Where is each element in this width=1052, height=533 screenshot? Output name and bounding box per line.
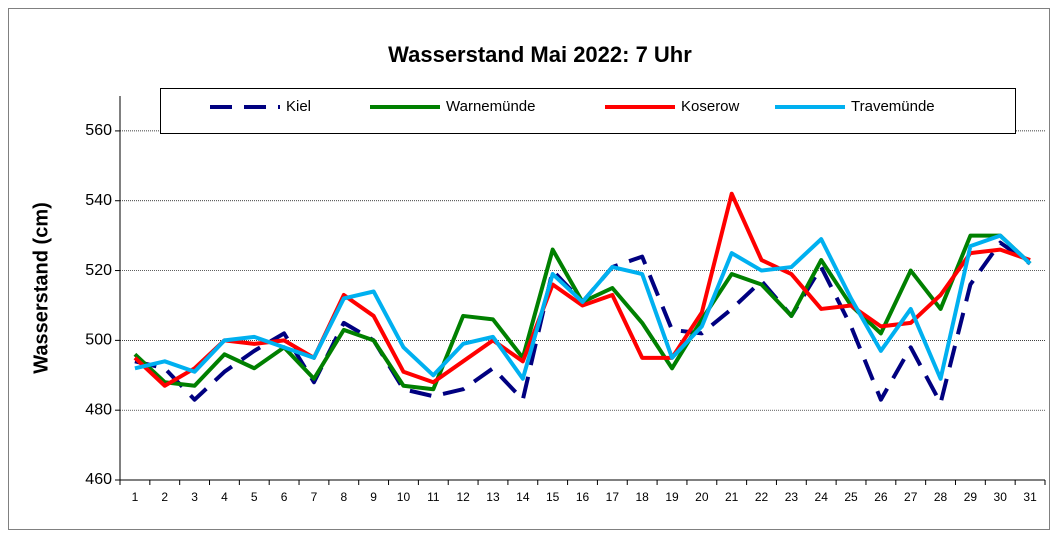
x-tick-label: 3	[191, 490, 198, 504]
x-tick-label: 18	[635, 490, 649, 504]
series-line	[133, 191, 1031, 388]
x-tick-label: 11	[427, 490, 440, 504]
x-tick-label: 4	[221, 490, 228, 504]
x-tick-label: 24	[815, 490, 829, 504]
x-tick-label: 13	[486, 490, 500, 504]
y-axis-label: Wasserstand (cm)	[30, 202, 52, 374]
x-tick-label: 16	[576, 490, 590, 504]
x-tick-label: 17	[606, 490, 620, 504]
x-tick-label: 2	[161, 490, 168, 504]
x-tick-label: 22	[755, 490, 769, 504]
chart-frame	[8, 8, 1050, 530]
legend-label: Koserow	[681, 98, 740, 115]
legend-box	[160, 88, 1016, 134]
x-tick-label: 1	[132, 490, 139, 504]
x-tick-label: 20	[695, 490, 709, 504]
x-tick-label: 8	[340, 490, 347, 504]
legend-label: Kiel	[286, 98, 311, 115]
y-tick-label: 500	[85, 332, 112, 349]
x-tick-label: 12	[456, 490, 470, 504]
x-tick-label: 9	[370, 490, 377, 504]
y-tick-label: 460	[85, 471, 112, 488]
x-tick-label: 15	[546, 490, 560, 504]
x-tick-label: 5	[251, 490, 258, 504]
y-tick-label: 520	[85, 262, 112, 279]
x-tick-label: 7	[311, 490, 318, 504]
y-tick-label: 560	[85, 122, 112, 139]
chart-title: Wasserstand Mai 2022: 7 Uhr	[388, 42, 692, 67]
y-tick-label: 480	[85, 401, 112, 418]
legend-label: Travemünde	[851, 98, 935, 115]
legend-label: Warnemünde	[446, 98, 536, 115]
x-tick-label: 28	[934, 490, 948, 504]
x-tick-label: 21	[725, 490, 739, 504]
x-tick-label: 23	[785, 490, 799, 504]
x-tick-label: 27	[904, 490, 918, 504]
x-tick-label: 6	[281, 490, 288, 504]
x-tick-label: 29	[964, 490, 978, 504]
x-tick-label: 14	[516, 490, 530, 504]
x-tick-label: 31	[1023, 490, 1037, 504]
y-tick-label: 540	[85, 192, 112, 209]
x-tick-label: 30	[994, 490, 1008, 504]
x-tick-label: 26	[874, 490, 888, 504]
x-tick-label: 25	[844, 490, 858, 504]
x-tick-label: 19	[665, 490, 679, 504]
x-tick-label: 10	[397, 490, 411, 504]
series-line	[134, 233, 1032, 381]
